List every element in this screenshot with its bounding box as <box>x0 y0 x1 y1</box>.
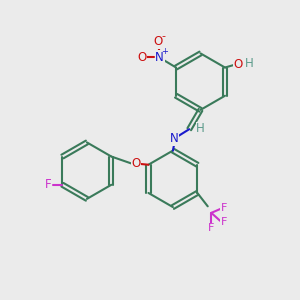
Text: F: F <box>208 223 214 233</box>
Text: H: H <box>245 58 254 70</box>
Text: N: N <box>170 132 179 145</box>
Text: F: F <box>220 202 227 212</box>
Text: O: O <box>131 157 141 170</box>
Text: O: O <box>234 58 243 71</box>
Text: F: F <box>45 178 52 191</box>
Text: +: + <box>161 47 168 56</box>
Text: O: O <box>154 35 163 48</box>
Text: H: H <box>196 122 205 135</box>
Text: O: O <box>137 51 146 64</box>
Text: N: N <box>155 51 164 64</box>
Text: -: - <box>161 31 165 41</box>
Text: F: F <box>220 218 227 227</box>
